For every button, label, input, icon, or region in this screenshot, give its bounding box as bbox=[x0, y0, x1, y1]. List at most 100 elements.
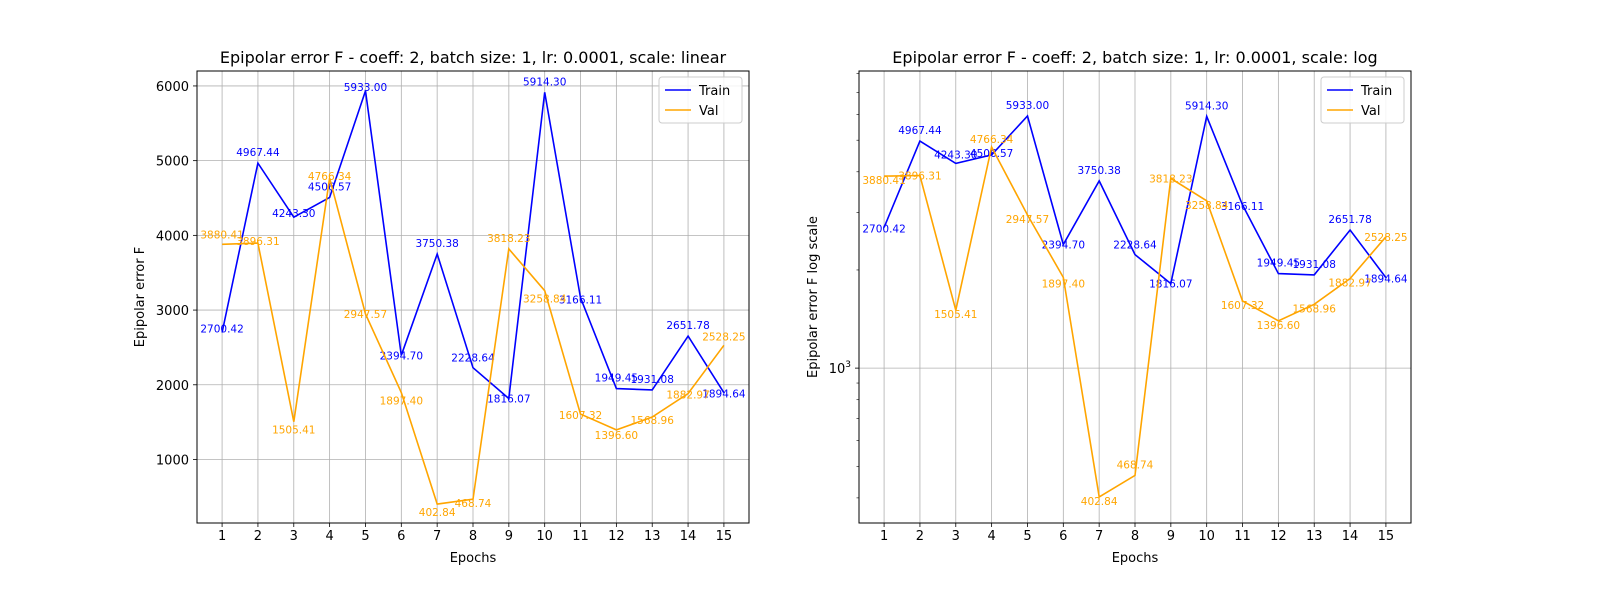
x-tick-label: 6 bbox=[397, 529, 405, 544]
data-label-train: 5933.00 bbox=[344, 82, 387, 94]
data-label-val: 3258.84 bbox=[523, 294, 567, 306]
data-label-train: 4506.57 bbox=[970, 148, 1013, 160]
x-tick-label: 5 bbox=[361, 529, 369, 544]
legend: Train Val bbox=[1320, 76, 1405, 124]
x-tick-label: 13 bbox=[644, 529, 661, 544]
x-tick-label: 9 bbox=[505, 529, 513, 544]
data-label-train: 1816.07 bbox=[487, 394, 530, 406]
x-tick-label: 8 bbox=[1131, 529, 1139, 544]
y-tick-label: 2000 bbox=[156, 379, 189, 394]
y-tick-label: 3000 bbox=[156, 304, 189, 319]
data-label-val: 3818.23 bbox=[1149, 173, 1192, 185]
legend-box bbox=[1320, 76, 1405, 124]
y-axis-label: Epipolar error F bbox=[133, 247, 148, 347]
chart-title: Epipolar error F - coeff: 2, batch size:… bbox=[220, 48, 727, 67]
data-label-val: 1897.40 bbox=[380, 395, 423, 407]
data-label-train: 4967.44 bbox=[898, 125, 942, 137]
x-tick-label: 12 bbox=[608, 529, 625, 544]
plot-frame bbox=[196, 70, 750, 524]
data-label-train: 2394.70 bbox=[1042, 239, 1085, 251]
data-label-val: 3818.23 bbox=[487, 233, 530, 245]
y-tick-label: 103 bbox=[829, 360, 851, 377]
data-label-train: 4243.30 bbox=[934, 149, 977, 161]
legend-box bbox=[658, 76, 743, 124]
data-label-val: 1505.41 bbox=[272, 425, 315, 437]
legend: Train Val bbox=[658, 76, 743, 124]
data-label-val: 1568.96 bbox=[631, 415, 675, 427]
series-line-train bbox=[221, 90, 725, 401]
data-label-train: 2651.78 bbox=[666, 320, 709, 332]
data-label-val: 1396.60 bbox=[595, 430, 638, 442]
data-label-val: 3258.84 bbox=[1185, 200, 1229, 212]
data-label-train: 5914.30 bbox=[1185, 100, 1228, 112]
legend-label-val: Val bbox=[699, 104, 718, 119]
data-label-train: 1931.08 bbox=[1293, 259, 1336, 271]
data-label-train: 2228.64 bbox=[451, 353, 495, 365]
data-label-train: 2651.78 bbox=[1328, 214, 1371, 226]
series-line-train bbox=[883, 113, 1387, 286]
data-label-train: 3166.11 bbox=[559, 295, 602, 307]
x-tick-label: 11 bbox=[1234, 529, 1251, 544]
x-tick-label: 4 bbox=[325, 529, 333, 544]
data-label-val: 402.84 bbox=[1081, 496, 1118, 508]
data-label-val: 4766.34 bbox=[970, 134, 1014, 146]
y-axis-label: Epipolar error F log scale bbox=[806, 216, 821, 378]
x-tick-label: 12 bbox=[1270, 529, 1287, 544]
data-label-train: 3750.38 bbox=[1077, 165, 1120, 177]
legend-label-train: Train bbox=[1360, 84, 1392, 99]
data-label-train: 5933.00 bbox=[1006, 100, 1049, 112]
data-label-train: 2700.42 bbox=[862, 223, 905, 235]
data-label-val: 468.74 bbox=[1117, 459, 1154, 471]
x-tick-label: 7 bbox=[433, 529, 441, 544]
data-label-val: 468.74 bbox=[455, 498, 492, 510]
data-label-train: 4967.44 bbox=[236, 147, 280, 159]
x-tick-label: 3 bbox=[952, 529, 960, 544]
data-label-train: 1816.07 bbox=[1149, 279, 1192, 291]
data-label-train: 1894.64 bbox=[1364, 274, 1408, 286]
data-label-val: 1607.32 bbox=[1221, 300, 1264, 312]
x-tick-label: 15 bbox=[716, 529, 733, 544]
data-label-val: 3880.41 bbox=[862, 175, 905, 187]
x-tick-label: 3 bbox=[290, 529, 298, 544]
x-tick-label: 13 bbox=[1306, 529, 1323, 544]
data-label-val: 3896.31 bbox=[236, 236, 279, 248]
y-tick-label: 5000 bbox=[156, 155, 189, 170]
data-label-val: 1882.97 bbox=[666, 390, 709, 402]
data-label-val: 3896.31 bbox=[898, 171, 941, 183]
data-label-val: 2528.25 bbox=[702, 331, 745, 343]
data-label-val: 2947.57 bbox=[344, 309, 387, 321]
data-label-val: 1607.32 bbox=[559, 410, 602, 422]
x-tick-label: 4 bbox=[987, 529, 995, 544]
x-tick-label: 14 bbox=[680, 529, 697, 544]
data-label-val: 1505.41 bbox=[934, 309, 977, 321]
chart-1: 1 2 3 4 5 6 7 8 9 10 11 12 13 14 151000200030004000500… bbox=[133, 48, 750, 566]
data-label-train: 4506.57 bbox=[308, 182, 351, 194]
data-label-train: 2394.70 bbox=[380, 350, 423, 362]
y-tick-label: 4000 bbox=[156, 229, 189, 244]
x-axis-label: Epochs bbox=[450, 551, 497, 566]
data-label-train: 1949.45 bbox=[595, 373, 638, 385]
data-label-train: 3750.38 bbox=[415, 238, 458, 250]
plot-frame bbox=[858, 70, 1412, 524]
data-label-train: 3166.11 bbox=[1221, 201, 1264, 213]
data-label-val: 4766.34 bbox=[308, 171, 352, 183]
data-label-val: 1568.96 bbox=[1293, 303, 1337, 315]
x-tick-label: 1 bbox=[218, 529, 226, 544]
x-tick-label: 2 bbox=[916, 529, 924, 544]
x-tick-label: 2 bbox=[254, 529, 262, 544]
data-label-train: 1949.45 bbox=[1257, 258, 1300, 270]
x-tick-label: 7 bbox=[1095, 529, 1103, 544]
data-label-val: 2528.25 bbox=[1364, 232, 1407, 244]
data-label-val: 1396.60 bbox=[1257, 320, 1300, 332]
x-tick-label: 11 bbox=[572, 529, 589, 544]
legend-label-train: Train bbox=[698, 84, 730, 99]
data-label-train: 4243.30 bbox=[272, 208, 315, 220]
series-line-val bbox=[884, 144, 1387, 499]
series-line-val bbox=[222, 177, 725, 505]
x-tick-label: 8 bbox=[469, 529, 477, 544]
x-tick-label: 1 bbox=[880, 529, 888, 544]
x-tick-label: 5 bbox=[1023, 529, 1031, 544]
x-tick-label: 10 bbox=[1198, 529, 1215, 544]
data-label-val: 1897.40 bbox=[1042, 278, 1085, 290]
